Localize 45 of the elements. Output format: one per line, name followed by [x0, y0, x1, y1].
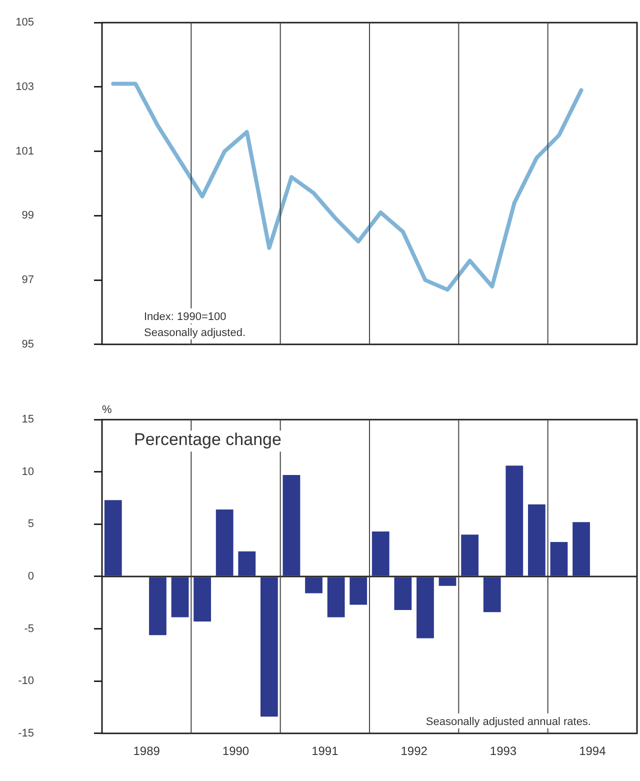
bar: [550, 542, 568, 576]
x-tick-label: 1990: [222, 744, 250, 758]
bar: [506, 466, 524, 576]
bar: [483, 577, 501, 612]
bar: [282, 475, 300, 576]
bar: [305, 577, 322, 594]
y-tick-label: -15: [18, 727, 34, 740]
y-tick-label: 0: [28, 570, 34, 583]
bar: [104, 500, 122, 576]
y-tick-label: 15: [22, 414, 34, 426]
bar: [194, 577, 212, 622]
bar: [327, 577, 345, 618]
x-tick-label: 1989: [133, 744, 160, 758]
text: Percentage change: [134, 430, 282, 449]
bar: [260, 577, 278, 717]
bar: [528, 504, 546, 576]
annotation: Index: 1990=100: [144, 310, 226, 323]
x-tick-label: 1992: [400, 744, 428, 758]
x-tick-label: 1993: [490, 744, 517, 758]
annotation: Seasonally adjusted annual rates.: [426, 716, 591, 728]
bar: [350, 577, 368, 605]
bar: [416, 577, 434, 638]
y-tick-label: 5: [28, 518, 34, 530]
y-tick-label: 103: [16, 80, 34, 93]
bar: [372, 532, 390, 576]
bar: [149, 577, 166, 636]
y-tick-label: 95: [22, 338, 34, 350]
y-tick-label: 10: [22, 466, 34, 478]
y-tick-label: 99: [22, 210, 34, 222]
y-tick-label: -5: [24, 622, 34, 635]
y-tick-label: 101: [16, 145, 34, 158]
y-tick-label: 105: [16, 16, 34, 29]
y-tick-label: -10: [18, 675, 34, 688]
x-tick-label: 1994: [579, 744, 606, 758]
bar: [461, 534, 479, 576]
bar: [238, 551, 256, 576]
bar: [216, 510, 234, 576]
y-axis-title: %: [102, 404, 112, 416]
bar: [572, 522, 590, 576]
bar: [394, 577, 412, 610]
x-tick-label: 1991: [312, 744, 339, 758]
annotation: Seasonally adjusted.: [144, 326, 246, 339]
bar: [171, 577, 189, 618]
y-tick-label: 97: [22, 274, 34, 286]
bar: [438, 577, 456, 586]
